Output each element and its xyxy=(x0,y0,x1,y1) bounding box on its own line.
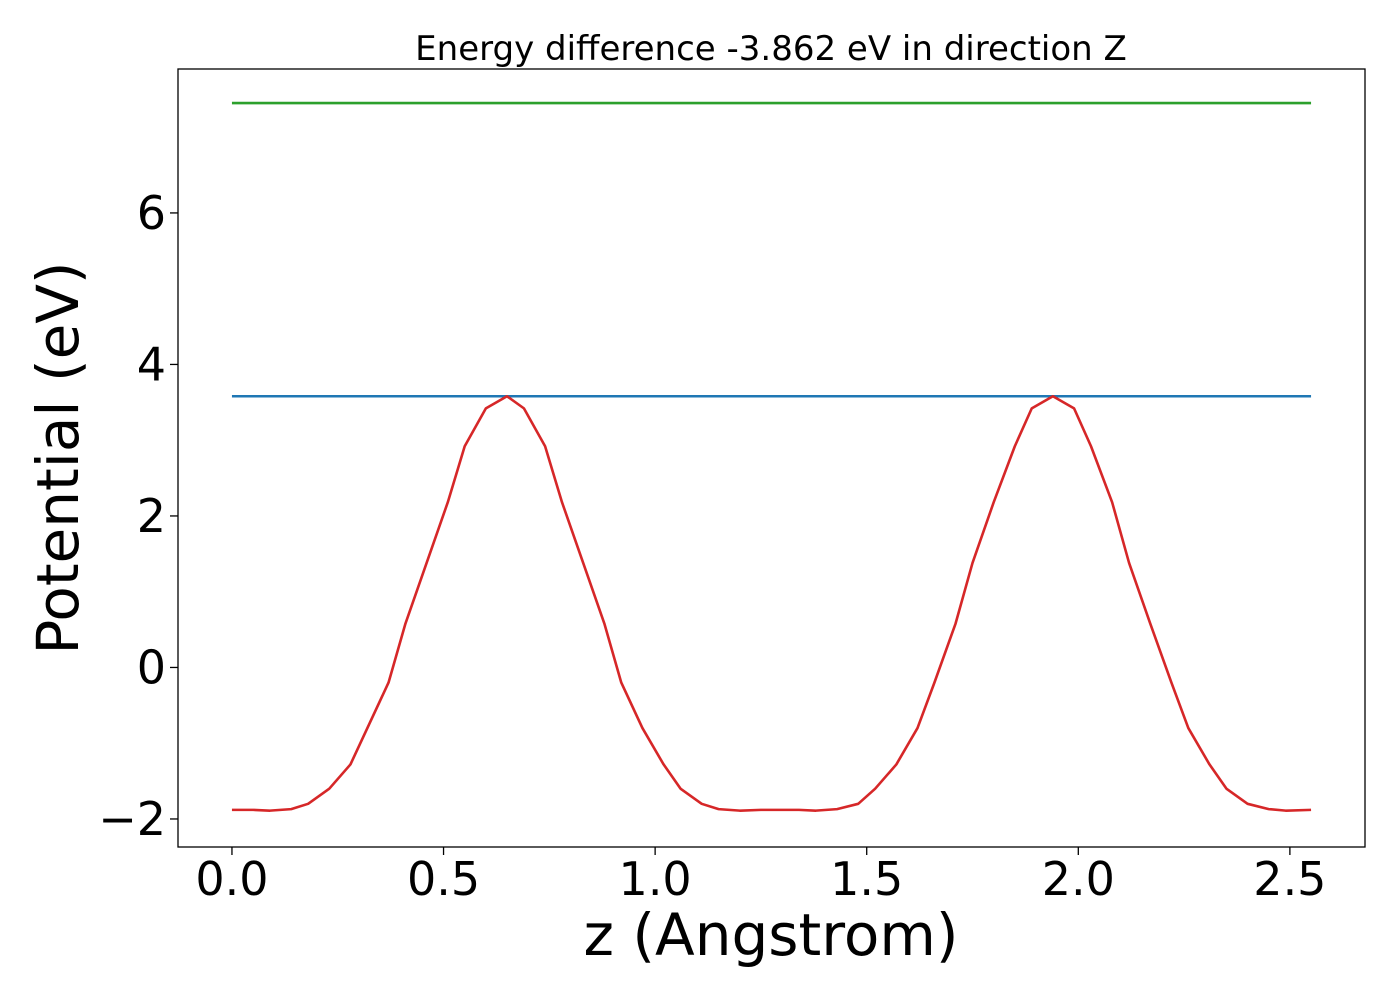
chart-title: Energy difference -3.862 eV in direction… xyxy=(415,29,1127,69)
series-line-2 xyxy=(231,394,1312,812)
x-tick-label-2: 1.0 xyxy=(619,852,692,906)
y-tick-label-3: 4 xyxy=(137,337,166,391)
x-tick-label-5: 2.5 xyxy=(1253,852,1326,906)
x-tick-label-3: 1.5 xyxy=(830,852,903,906)
x-tick-label-1: 0.5 xyxy=(407,852,480,906)
x-tick-label-0: 0.0 xyxy=(195,852,268,906)
y-tick-label-2: 2 xyxy=(137,489,166,543)
series-layer xyxy=(231,101,1312,812)
x-axis-label: z (Angstrom) xyxy=(584,901,959,969)
y-tick-label-1: 0 xyxy=(137,640,166,694)
y-tick-label-4: 6 xyxy=(137,186,166,240)
y-tick-label-0: −2 xyxy=(98,792,166,846)
y-axis-label: Potential (eV) xyxy=(24,261,92,654)
x-axis-ticks: 0.0 0.5 1.0 1.5 2.0 2.5 xyxy=(195,847,1326,906)
x-tick-label-4: 2.0 xyxy=(1042,852,1115,906)
y-axis-ticks: −2 0 2 4 6 xyxy=(98,186,178,846)
plot-area-frame xyxy=(177,68,1366,848)
